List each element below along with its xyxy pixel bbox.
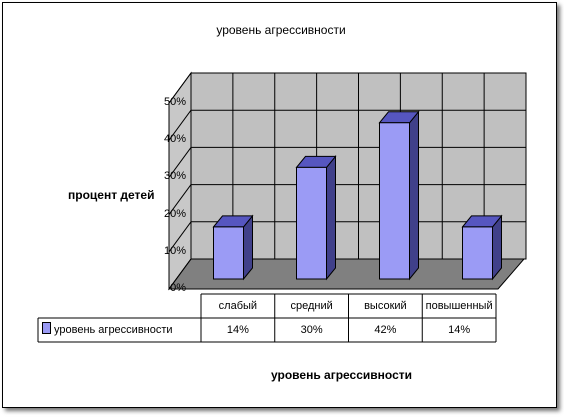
- legend-swatch: [42, 322, 51, 334]
- bar: [296, 166, 327, 280]
- y-tick-label: 10%: [163, 244, 186, 257]
- x-tick-label: высокий: [364, 300, 407, 312]
- data-label: 14%: [448, 324, 471, 336]
- chart-title: уровень агрессивности: [216, 23, 346, 37]
- bar-side: [409, 110, 419, 281]
- y-tick-label: 50%: [163, 96, 186, 108]
- x-axis-label: уровень агрессивности: [271, 368, 412, 382]
- bar: [213, 226, 244, 280]
- data-label: 30%: [300, 324, 323, 336]
- gridline-side: [168, 258, 192, 290]
- data-label: 14%: [226, 324, 249, 336]
- x-tick-label: средний: [290, 300, 333, 312]
- gridline-side: [168, 184, 192, 215]
- gridline-side: [168, 109, 192, 141]
- gridline-side: [168, 221, 192, 253]
- y-axis-label: процент детей: [68, 188, 155, 202]
- y-tick-label: 40%: [163, 133, 186, 146]
- y-tick-label: 20%: [163, 207, 186, 220]
- y-tick-label: 30%: [163, 170, 186, 183]
- gridline-side: [168, 72, 192, 104]
- x-tick-label: слабый: [218, 300, 258, 312]
- bar: [462, 226, 493, 280]
- data-label: 42%: [374, 324, 397, 336]
- gridline-side: [168, 147, 192, 178]
- x-tick-label: повышенный: [425, 300, 493, 312]
- legend-entry: уровень агрессивности: [38, 318, 201, 342]
- y-tick-label: 0%: [170, 282, 186, 294]
- bar: [379, 122, 410, 280]
- legend-label: уровень агрессивности: [54, 324, 173, 336]
- bar-side: [326, 154, 336, 281]
